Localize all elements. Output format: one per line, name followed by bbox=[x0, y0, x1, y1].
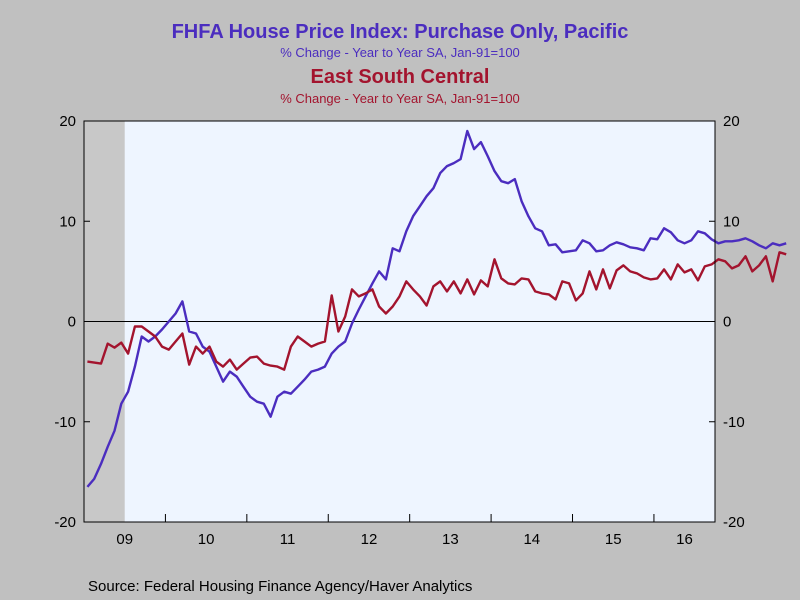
x-tick-label: 16 bbox=[676, 531, 693, 548]
x-tick-label: 10 bbox=[198, 531, 215, 548]
y-tick-label-left: 20 bbox=[59, 113, 76, 130]
y-tick-label-right: 0 bbox=[723, 314, 731, 331]
y-tick-label-right: 20 bbox=[723, 113, 740, 130]
y-tick-label-right: -20 bbox=[723, 514, 745, 531]
x-tick-label: 09 bbox=[116, 531, 133, 548]
x-tick-label: 12 bbox=[361, 531, 378, 548]
east-south-central-line bbox=[87, 251, 787, 371]
x-tick-label: 14 bbox=[523, 531, 540, 548]
y-tick-label-left: -10 bbox=[54, 414, 76, 431]
y-tick-label-right: -10 bbox=[723, 414, 745, 431]
pacific-title: FHFA House Price Index: Purchase Only, P… bbox=[172, 21, 629, 43]
east-south-central-subtitle: % Change - Year to Year SA, Jan-91=100 bbox=[280, 91, 520, 106]
y-tick-label-left: 10 bbox=[59, 213, 76, 230]
y-tick-label-left: 0 bbox=[68, 314, 76, 331]
x-tick-label: 13 bbox=[442, 531, 459, 548]
y-tick-label-right: 10 bbox=[723, 213, 740, 230]
x-tick-label: 11 bbox=[280, 531, 296, 548]
pacific-subtitle: % Change - Year to Year SA, Jan-91=100 bbox=[280, 45, 520, 60]
series-lines bbox=[86, 129, 787, 488]
plot-frame bbox=[83, 120, 716, 523]
source-note: Source: Federal Housing Finance Agency/H… bbox=[88, 578, 472, 595]
y-tick-label-left: -20 bbox=[54, 514, 76, 531]
east-south-central-title: East South Central bbox=[311, 66, 490, 88]
x-tick-label: 15 bbox=[605, 531, 622, 548]
axis-ticks: -20 -20 -10 -10 0 0 10 10 20 20 09 10 11 12 13 14 15 16 bbox=[54, 113, 744, 548]
pacific-line bbox=[86, 129, 787, 488]
